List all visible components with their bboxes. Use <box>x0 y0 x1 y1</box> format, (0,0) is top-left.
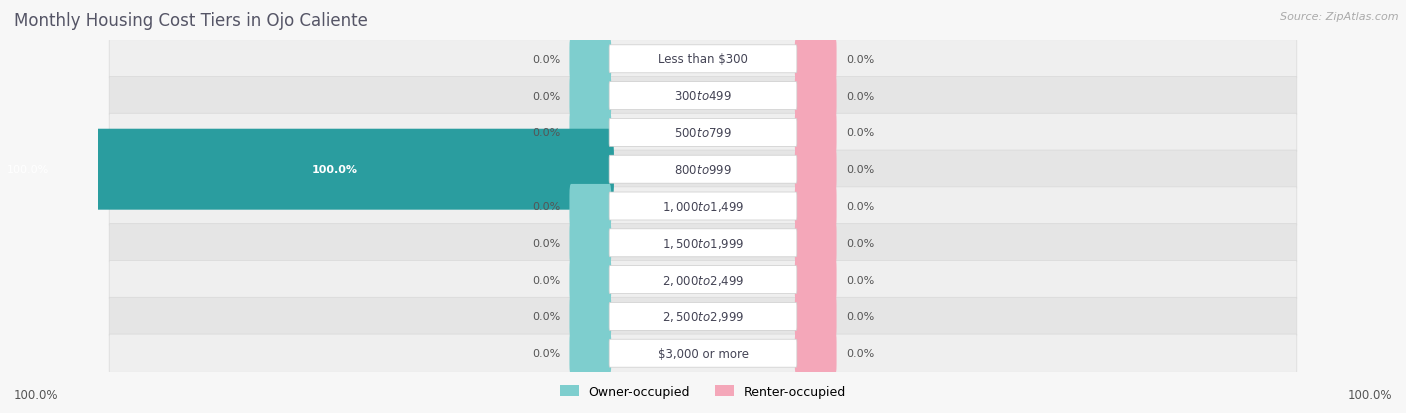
FancyBboxPatch shape <box>794 331 837 375</box>
Text: $300 to $499: $300 to $499 <box>673 90 733 103</box>
Text: 0.0%: 0.0% <box>846 128 875 138</box>
Text: Monthly Housing Cost Tiers in Ojo Caliente: Monthly Housing Cost Tiers in Ojo Calien… <box>14 12 368 30</box>
Text: $2,000 to $2,499: $2,000 to $2,499 <box>662 273 744 287</box>
FancyBboxPatch shape <box>110 224 1296 262</box>
Text: 100.0%: 100.0% <box>1347 388 1392 401</box>
Text: 0.0%: 0.0% <box>846 238 875 248</box>
FancyBboxPatch shape <box>110 114 1296 152</box>
FancyBboxPatch shape <box>794 74 837 119</box>
Text: 0.0%: 0.0% <box>846 275 875 285</box>
Text: 0.0%: 0.0% <box>531 91 560 101</box>
Text: $1,500 to $1,999: $1,500 to $1,999 <box>662 236 744 250</box>
Text: 0.0%: 0.0% <box>846 312 875 322</box>
Text: $800 to $999: $800 to $999 <box>673 163 733 176</box>
FancyBboxPatch shape <box>794 111 837 155</box>
FancyBboxPatch shape <box>609 303 797 330</box>
FancyBboxPatch shape <box>569 331 612 375</box>
FancyBboxPatch shape <box>794 294 837 339</box>
Text: 0.0%: 0.0% <box>846 202 875 211</box>
Text: 0.0%: 0.0% <box>846 348 875 358</box>
FancyBboxPatch shape <box>609 156 797 184</box>
Text: 0.0%: 0.0% <box>846 91 875 101</box>
FancyBboxPatch shape <box>794 185 837 228</box>
FancyBboxPatch shape <box>569 258 612 302</box>
FancyBboxPatch shape <box>110 261 1296 299</box>
FancyBboxPatch shape <box>609 119 797 147</box>
FancyBboxPatch shape <box>609 339 797 367</box>
Text: 100.0%: 100.0% <box>312 165 357 175</box>
Text: 0.0%: 0.0% <box>531 275 560 285</box>
FancyBboxPatch shape <box>110 40 1296 79</box>
FancyBboxPatch shape <box>110 297 1296 336</box>
Text: 0.0%: 0.0% <box>531 238 560 248</box>
FancyBboxPatch shape <box>609 46 797 74</box>
FancyBboxPatch shape <box>569 74 612 119</box>
Text: Source: ZipAtlas.com: Source: ZipAtlas.com <box>1281 12 1399 22</box>
Text: $500 to $799: $500 to $799 <box>673 127 733 140</box>
FancyBboxPatch shape <box>569 185 612 228</box>
Text: $3,000 or more: $3,000 or more <box>658 347 748 360</box>
FancyBboxPatch shape <box>794 38 837 82</box>
Text: 0.0%: 0.0% <box>846 165 875 175</box>
Text: 100.0%: 100.0% <box>14 388 59 401</box>
Text: 0.0%: 0.0% <box>846 55 875 65</box>
FancyBboxPatch shape <box>569 294 612 339</box>
Text: 0.0%: 0.0% <box>531 348 560 358</box>
FancyBboxPatch shape <box>569 221 612 265</box>
FancyBboxPatch shape <box>609 192 797 221</box>
FancyBboxPatch shape <box>110 334 1296 373</box>
FancyBboxPatch shape <box>794 258 837 302</box>
Text: 100.0%: 100.0% <box>7 165 49 175</box>
FancyBboxPatch shape <box>794 221 837 265</box>
FancyBboxPatch shape <box>609 229 797 257</box>
Legend: Owner-occupied, Renter-occupied: Owner-occupied, Renter-occupied <box>555 380 851 403</box>
FancyBboxPatch shape <box>110 151 1296 189</box>
FancyBboxPatch shape <box>609 83 797 110</box>
Text: $2,500 to $2,999: $2,500 to $2,999 <box>662 310 744 324</box>
Text: 0.0%: 0.0% <box>531 128 560 138</box>
FancyBboxPatch shape <box>110 77 1296 116</box>
FancyBboxPatch shape <box>794 148 837 192</box>
Text: Less than $300: Less than $300 <box>658 53 748 66</box>
Text: 0.0%: 0.0% <box>531 312 560 322</box>
FancyBboxPatch shape <box>56 129 614 210</box>
FancyBboxPatch shape <box>569 111 612 155</box>
FancyBboxPatch shape <box>110 188 1296 225</box>
FancyBboxPatch shape <box>609 266 797 294</box>
Text: 0.0%: 0.0% <box>531 55 560 65</box>
Text: $1,000 to $1,499: $1,000 to $1,499 <box>662 199 744 214</box>
Text: 0.0%: 0.0% <box>531 202 560 211</box>
FancyBboxPatch shape <box>569 38 612 82</box>
